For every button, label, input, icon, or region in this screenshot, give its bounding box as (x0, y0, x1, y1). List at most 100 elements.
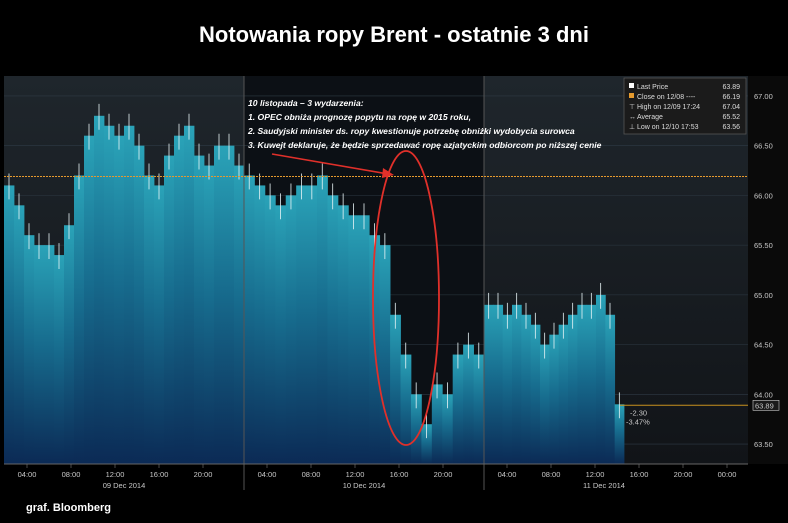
price-bar (512, 304, 522, 464)
price-bar (549, 334, 560, 464)
price-bar (596, 294, 606, 464)
x-tick-label: 16:00 (390, 470, 409, 479)
high-marker-icon: ⊤ (629, 104, 635, 111)
price-bar (358, 215, 370, 464)
price-bar (44, 245, 55, 464)
x-tick-label: 12:00 (346, 470, 365, 479)
price-bar (74, 175, 85, 464)
y-tick-label: 63.50 (754, 440, 773, 449)
price-bar (586, 304, 597, 464)
price-bar (254, 185, 266, 464)
price-bar (204, 165, 215, 465)
annotation-arrow (271, 153, 389, 175)
price-bar (94, 115, 105, 465)
price-bar (184, 125, 195, 464)
legend-value: 63.89 (722, 84, 740, 91)
x-tick-label: 16:00 (150, 470, 169, 479)
price-ticks (8, 103, 620, 439)
x-tick-label: 00:00 (718, 470, 737, 479)
y-tick-label: 64.50 (754, 341, 773, 350)
y-axis-panel (748, 76, 788, 464)
price-bar (348, 215, 360, 464)
legend-label: Low on 12/10 17:53 (637, 124, 699, 131)
price-bar (327, 195, 339, 464)
price-bar (473, 354, 485, 464)
change-absolute: -2.30 (630, 408, 647, 417)
price-bar (306, 185, 318, 464)
x-tick-label: 20:00 (194, 470, 213, 479)
price-bar (104, 125, 115, 464)
legend-swatch (629, 83, 634, 88)
price-bar (4, 185, 15, 464)
change-percent: -3.47% (626, 417, 650, 426)
annotation-line: 1. OPEC obniża prognozę popytu na ropę w… (248, 112, 471, 122)
legend-label: Average (637, 114, 663, 121)
price-bar (605, 314, 616, 464)
legend-value: 67.04 (722, 104, 740, 111)
x-tick-label: 16:00 (630, 470, 649, 479)
last-price-box (752, 400, 780, 411)
price-bar (379, 245, 391, 464)
price-bar (234, 165, 245, 465)
price-bar (275, 205, 287, 465)
price-chart: 67.00 66.50 66.00 65.50 65.00 64.50 64.00 63.50… (4, 76, 788, 490)
price-bar (84, 135, 95, 464)
legend-swatch (629, 93, 634, 98)
price-bar (421, 424, 433, 464)
price-bar (144, 175, 155, 464)
x-tick-label: 12:00 (106, 470, 125, 479)
y-tick-label: 66.00 (754, 191, 773, 200)
price-bar (614, 404, 625, 464)
highlight-ellipse (372, 150, 440, 446)
y-tick-label: 65.00 (754, 291, 773, 300)
y-tick-label: 67.00 (754, 92, 773, 101)
price-bar (14, 205, 25, 465)
legend: Last Price 63.89 Close on 12/08 ---- 66.… (623, 77, 747, 135)
price-bar (154, 185, 165, 464)
y-tick-label: 64.00 (754, 390, 773, 399)
price-bar (264, 195, 276, 464)
x-tick-label: 08:00 (62, 470, 81, 479)
price-bar (521, 314, 532, 464)
price-bar (484, 304, 494, 464)
x-tick-label: 20:00 (434, 470, 453, 479)
legend-label: Close on 12/08 ---- (637, 94, 696, 101)
price-bar (296, 185, 308, 464)
annotation-heading: 10 listopada – 3 wydarzenia: (248, 98, 364, 108)
x-tick-label: 08:00 (542, 470, 561, 479)
price-bar (410, 394, 422, 464)
price-bar (530, 324, 541, 464)
annotation-line: 3. Kuwejt deklaruje, że będzie sprzedawa… (248, 140, 602, 150)
price-bar (558, 324, 569, 464)
legend-value: 65.52 (722, 114, 740, 121)
price-bar (452, 354, 464, 464)
y-tick-label: 66.50 (754, 142, 773, 151)
source-credit: graf. Bloomberg (26, 502, 111, 514)
x-tick-label: 12:00 (586, 470, 605, 479)
price-bar (174, 135, 185, 464)
price-bar (64, 225, 75, 464)
price-bar (493, 304, 504, 464)
price-bar (134, 145, 145, 464)
price-bar (390, 314, 401, 464)
x-tick-label: 04:00 (258, 470, 277, 479)
price-bar (54, 255, 65, 464)
price-bar (431, 384, 443, 464)
price-bar (164, 155, 175, 465)
price-bar (24, 235, 35, 464)
price-bar (214, 145, 225, 464)
price-bar (244, 175, 255, 464)
price-bar (337, 205, 349, 465)
price-bar (114, 135, 125, 464)
price-bar (317, 175, 328, 464)
last-price-value: 63.89 (755, 401, 774, 410)
date-label: 10 Dec 2014 (343, 481, 386, 490)
annotation-line: 2. Saudyjski minister ds. ropy kwestionu… (247, 126, 575, 136)
price-bar (194, 155, 205, 465)
price-bar (124, 125, 135, 464)
y-tick-label: 65.50 (754, 241, 773, 250)
x-tick-label: 04:00 (18, 470, 37, 479)
price-bar (400, 354, 412, 464)
low-marker-icon: ⊥ (629, 124, 635, 131)
price-bar (540, 344, 550, 464)
